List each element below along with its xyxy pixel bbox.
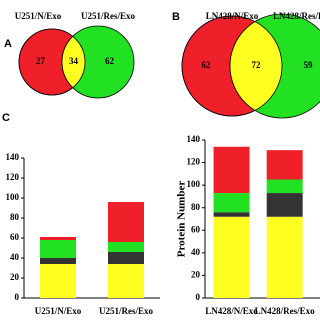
outline	[181, 15, 283, 117]
bar-segment	[40, 237, 76, 240]
region-count: 34	[69, 56, 79, 66]
panel-label: A	[4, 38, 12, 50]
y-tick-label: 40	[191, 247, 201, 257]
y-tick-label: 0	[196, 292, 201, 302]
x-tick-label: U251/N/Exo	[35, 306, 82, 316]
panel-label: C	[2, 112, 10, 124]
y-tick-label: 60	[10, 232, 20, 242]
set-label: LN428/N/Exo	[206, 11, 259, 21]
region-count: 62	[202, 60, 212, 70]
y-tick-label: 120	[187, 157, 201, 167]
y-tick-label: 20	[10, 272, 20, 282]
set-label: LN428/Res/Exo	[273, 11, 320, 21]
region-count: 27	[36, 56, 46, 66]
y-tick-label: 140	[187, 134, 201, 144]
y-tick-label: 40	[10, 252, 20, 262]
bar-segment	[108, 242, 144, 252]
region-count: 72	[252, 60, 262, 70]
bar-segment	[40, 240, 76, 258]
y-tick-label: 100	[187, 179, 201, 189]
y-tick-label: 60	[191, 224, 201, 234]
outline	[18, 28, 86, 96]
y-tick-label: 140	[6, 152, 20, 162]
y-tick-label: 0	[15, 292, 20, 302]
bar-segment	[266, 179, 303, 194]
x-tick-label: U251/Res/Exo	[99, 306, 154, 316]
set-label: U251/N/Exo	[15, 11, 62, 21]
region-count: 62	[105, 56, 115, 66]
overlap	[229, 16, 282, 116]
bar-segment	[40, 258, 76, 264]
y-tick-label: 120	[6, 172, 20, 182]
bar-segment	[213, 216, 250, 298]
y-axis-label: Protein Number	[176, 181, 188, 258]
bar-segment	[266, 193, 303, 217]
bar-segment	[213, 193, 250, 213]
bar-segment	[266, 150, 303, 180]
panel-label: B	[172, 11, 180, 23]
x-tick-label: LN428/Res/Exo	[255, 306, 316, 316]
bar-segment	[108, 202, 144, 242]
bar-segment	[266, 216, 303, 298]
x-tick-label: LN428/N/Exo	[205, 306, 258, 316]
bar-segment	[213, 146, 250, 194]
region-count: 59	[304, 60, 314, 70]
bar-segment	[108, 252, 144, 264]
bar-segment	[40, 264, 76, 298]
y-tick-label: 80	[191, 202, 201, 212]
bar-segment	[108, 264, 144, 298]
y-tick-label: 80	[10, 212, 20, 222]
y-tick-label: 20	[191, 269, 201, 279]
y-tick-label: 100	[6, 192, 20, 202]
set-label: U251/Res/Exo	[81, 11, 136, 21]
bar-segment	[213, 212, 250, 217]
